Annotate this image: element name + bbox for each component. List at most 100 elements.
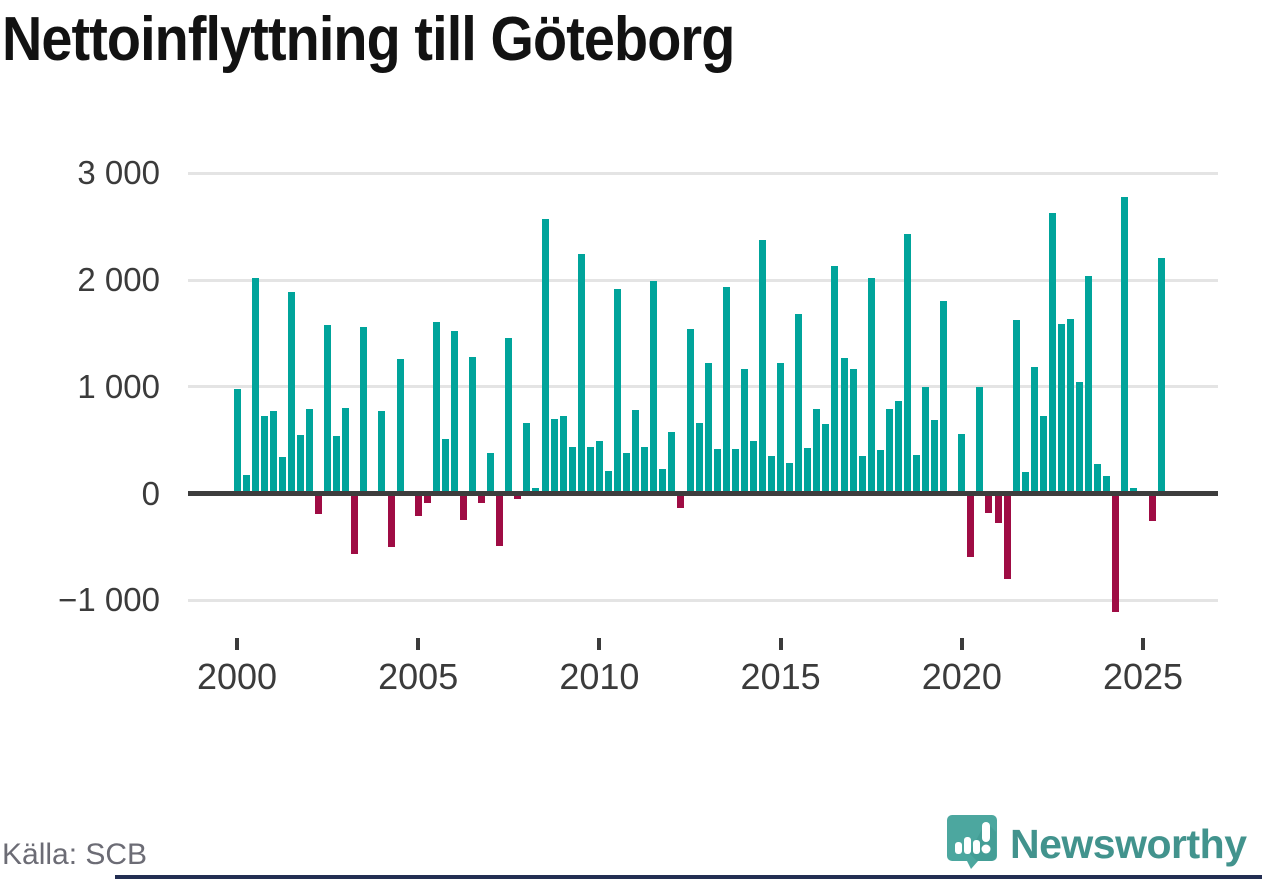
bar-2000-Q1 [233,389,241,494]
x-tick-label-2010: 2010 [559,656,640,697]
bar-2001-Q3 [287,291,295,494]
bar-2011-Q3 [650,281,658,494]
bar-2007-Q4 [514,493,522,500]
bar-2024-Q4 [1130,488,1138,494]
bar-2023-Q4 [1094,464,1102,494]
x-tick-mark-2025 [1141,638,1145,650]
bar-2004-Q2 [387,493,395,548]
bar-2006-Q1 [450,331,458,494]
bar-2000-Q3 [251,277,259,494]
x-tick-label-2000: 2000 [196,656,278,697]
bar-2016-Q4 [840,357,848,494]
bar-2021-Q1 [994,493,1002,523]
bar-2007-Q3 [505,338,513,494]
y-tick-label-1000: 1 000 [77,367,160,405]
newsworthy-wordmark: Newsworthy [1010,820,1247,867]
bar-2008-Q4 [550,418,558,494]
bar-2008-Q1 [523,422,531,494]
bar-2018-Q2 [894,401,902,494]
bar-2000-Q2 [242,475,250,494]
bar-2001-Q1 [269,411,277,494]
bar-2022-Q3 [1048,213,1056,494]
bar-2014-Q1 [740,368,748,494]
bar-2018-Q4 [913,455,920,494]
x-tick-mark-2010 [597,638,602,650]
bar-2013-Q3 [722,286,730,494]
bar-2017-Q1 [849,369,857,494]
x-tick-label-2020: 2020 [921,656,1002,697]
bar-2002-Q2 [315,493,323,514]
bar-2002-Q3 [324,324,332,494]
bar-2013-Q4 [731,449,739,494]
page-title: Nettoinflyttning till Göteborg [2,5,735,74]
bar-2002-Q1 [305,409,313,494]
bar-2020-Q3 [976,386,984,494]
y-tick-label-0: 0 [141,474,160,512]
bar-2013-Q1 [704,362,712,494]
y-tick-label-3000: 3 000 [77,154,160,192]
bar-2012-Q4 [695,423,703,494]
bar-2011-Q4 [659,469,667,494]
bar-2014-Q4 [768,456,776,494]
bar-2021-Q3 [1012,320,1020,494]
zero-axis-line [188,491,1218,496]
bar-2003-Q3 [360,327,368,494]
bar-2021-Q4 [1021,471,1029,494]
gridline-3000 [188,171,1218,175]
bar-2000-Q4 [260,415,268,494]
bar-2011-Q1 [632,409,640,494]
x-tick-mark-2020 [959,638,964,650]
bar-2022-Q2 [1039,416,1047,494]
gridline-2000 [188,278,1218,282]
bar-2010-Q4 [623,453,631,494]
bar-2010-Q1 [595,440,603,494]
gridline-1000 [188,385,1218,389]
bar-2008-Q2 [532,487,540,494]
bar-2025-Q2 [1148,493,1156,522]
bar-2017-Q4 [876,450,884,494]
bar-2021-Q2 [1003,493,1011,579]
bar-2023-Q1 [1067,318,1075,494]
bar-2012-Q2 [677,493,685,508]
y-tick-label-2000: 2 000 [77,261,160,299]
bar-2019-Q1 [922,386,930,494]
bar-2017-Q3 [867,278,875,494]
bar-2023-Q2 [1076,381,1084,494]
bar-2007-Q2 [496,493,504,547]
newsworthy-logo: Newsworthy [946,814,1247,872]
bar-2024-Q2 [1112,493,1120,612]
bar-2001-Q4 [296,435,304,494]
x-tick-mark-2000 [235,638,239,650]
bar-2004-Q1 [378,410,386,494]
bar-2004-Q3 [396,358,404,494]
bar-2025-Q3 [1157,257,1165,494]
bar-2001-Q2 [278,457,286,494]
bar-2018-Q1 [885,409,893,494]
bar-2023-Q3 [1085,276,1093,494]
bar-2016-Q2 [822,423,830,494]
bar-2005-Q1 [414,493,422,517]
bar-2005-Q4 [441,438,449,494]
bar-2015-Q4 [804,448,812,494]
bar-2010-Q3 [614,288,622,494]
bar-2019-Q2 [931,419,939,494]
source-label: Källa: SCB [2,838,148,871]
bar-2006-Q3 [469,356,477,494]
bar-2016-Q1 [813,409,821,494]
x-tick-mark-2005 [416,638,421,650]
brand-strip [115,875,1262,879]
bar-2008-Q3 [541,218,549,494]
bar-2015-Q2 [786,463,794,494]
bar-2020-Q4 [985,493,993,514]
bar-2016-Q3 [831,266,839,494]
bar-2009-Q3 [577,254,585,494]
bar-2022-Q4 [1057,324,1065,494]
bar-2009-Q1 [559,415,567,494]
bar-2003-Q2 [351,493,359,555]
bar-2014-Q3 [758,239,766,494]
bar-2018-Q3 [903,234,911,494]
bar-2006-Q4 [478,493,486,503]
x-tick-label-2005: 2005 [378,656,459,697]
